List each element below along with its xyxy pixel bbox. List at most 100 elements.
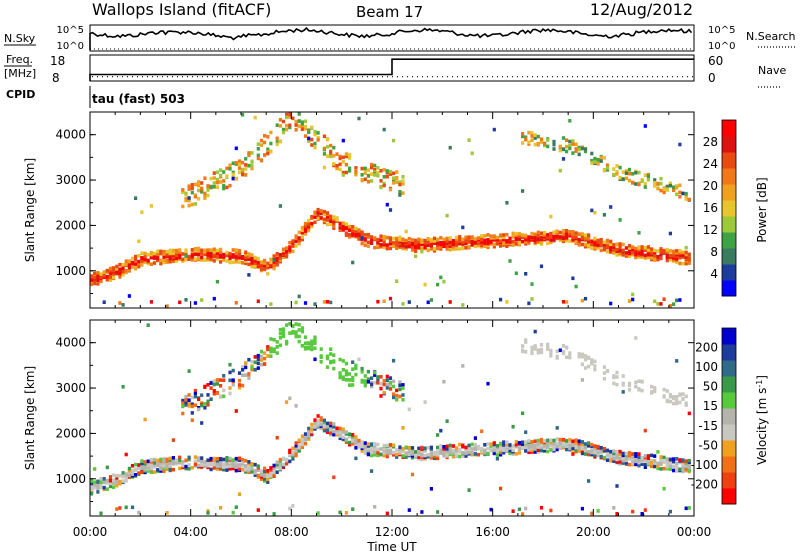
noise-cell [687,411,691,416]
field-cell [499,450,503,455]
field-cell [281,251,286,255]
field-cell [332,366,336,371]
field-cell [357,441,361,446]
noise-cell [615,484,619,488]
field-cell [250,461,254,466]
field-cell [618,248,622,253]
field-cell [410,454,415,458]
colorbar-swatch [722,152,736,169]
field-cell [234,468,238,473]
field-cell [357,237,361,241]
field-cell [171,248,175,253]
noise-cell [206,509,210,513]
field-cell [263,479,267,483]
field-cell [112,473,116,477]
field-cell [310,432,314,436]
field-cell [392,384,396,389]
field-cell [527,235,531,239]
field-cell [615,164,619,168]
field-cell [590,151,594,156]
field-cell [325,154,330,158]
field-cell [313,132,317,137]
field-cell [222,186,226,191]
field-cell [310,143,314,147]
nsky-frame [89,24,695,52]
field-cell [621,248,625,253]
field-cell [464,239,468,243]
field-cell [341,377,345,381]
field-cell [539,445,544,450]
field-cell [319,209,323,213]
field-cell [577,243,581,247]
field-cell [571,442,575,446]
noise-cell [602,213,606,217]
field-cell [294,128,298,132]
field-cell [152,461,157,465]
field-cell [376,240,380,244]
field-cell [376,173,380,178]
colorbar-swatch [722,376,736,393]
field-cell [536,143,540,147]
colorbar-tick-label: 15 [703,399,718,413]
field-cell [615,455,619,459]
field-cell [524,233,528,238]
field-cell [360,440,364,444]
field-cell [587,441,591,445]
field-cell [580,232,584,236]
field-cell [212,185,216,189]
field-cell [115,476,119,480]
field-cell [351,442,355,446]
field-cell [112,275,116,279]
field-cell [385,169,389,174]
noise-cell [684,245,688,250]
field-cell [602,448,606,453]
field-cell [580,447,584,451]
field-cell [231,466,235,471]
colorbar-swatch [722,472,736,489]
field-cell [549,444,553,448]
near-range-cell [137,510,141,515]
field-cell [291,249,295,254]
field-cell [316,421,320,426]
beam-label: Beam 17 [356,3,423,21]
field-cell [241,373,245,377]
field-cell [275,255,279,259]
field-cell [414,249,418,254]
field-cell [200,393,204,397]
near-range-cell [149,300,153,304]
field-cell [288,125,292,130]
field-cell [577,439,581,443]
field-cell [146,469,150,473]
field-cell [206,250,210,255]
field-cell [486,446,490,451]
field-cell [212,379,216,383]
field-cell [203,196,207,200]
field-cell [536,237,540,241]
field-cell [310,221,314,226]
field-cell [281,456,286,461]
noise-cell [351,260,355,265]
field-cell [348,226,352,231]
noise-cell [571,452,575,456]
noise-cell [549,214,553,219]
field-cell [234,456,238,461]
field-cell [373,163,377,168]
near-range-cell [527,301,531,306]
field-cell [665,258,669,263]
field-cell [250,470,254,474]
field-cell [322,220,326,225]
field-cell [609,246,613,250]
field-cell [146,463,150,467]
field-cell [659,188,663,193]
field-cell [259,143,264,147]
near-range-cell [643,508,647,512]
field-cell [294,123,298,127]
field-cell [392,181,396,185]
field-cell [300,445,304,450]
field-cell [259,362,264,367]
field-cell [237,456,242,461]
field-cell [363,383,367,388]
field-cell [300,225,304,230]
field-cell [615,375,619,379]
field-cell [483,443,487,447]
